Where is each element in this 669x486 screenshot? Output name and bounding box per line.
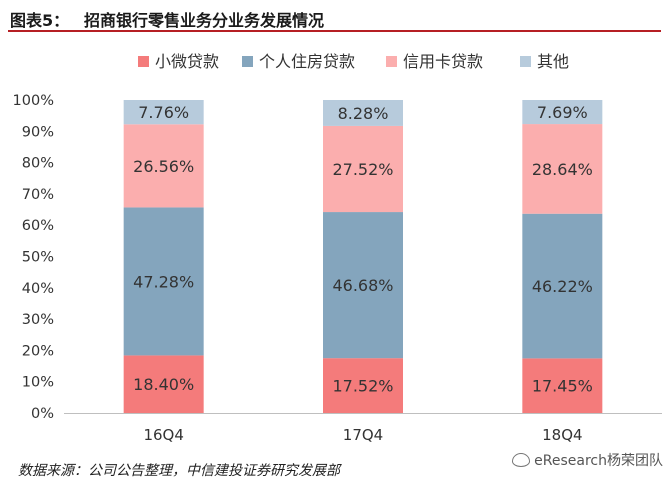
bar-18Q4-series-2 [522, 213, 603, 359]
bar-16Q4-series-1 [123, 355, 204, 413]
y-tick-label: 60% [22, 218, 54, 234]
bar-16Q4-series-3 [123, 124, 204, 208]
data-source-note: 数据来源：公司公告整理，中信建投证券研究发展部 [18, 463, 340, 479]
legend-label-1: 小微贷款 [155, 52, 219, 71]
x-tick-label: 18Q4 [542, 426, 582, 444]
figure-title: 招商银行零售业务分业务发展情况 [84, 11, 325, 30]
y-tick-label: 0% [31, 406, 54, 422]
bar-18Q4-series-4 [522, 100, 603, 125]
bar-17Q4-series-3 [323, 125, 403, 213]
legend-swatch-4 [520, 56, 531, 67]
data-label: 7.69% [537, 103, 588, 122]
y-tick-label: 10% [22, 375, 54, 391]
watermark: eResearch杨荣团队 [512, 450, 663, 470]
bar-17Q4-series-4 [323, 100, 403, 126]
data-label: 17.52% [332, 377, 393, 396]
y-tick-label: 90% [22, 124, 54, 140]
figure-title-bar: 图表5： 招商银行零售业务分业务发展情况 [8, 4, 661, 32]
legend-label-4: 其他 [537, 52, 569, 71]
data-label: 26.56% [133, 157, 194, 176]
y-tick-label: 30% [22, 312, 54, 328]
data-label: 46.22% [532, 277, 593, 296]
legend-swatch-2 [242, 56, 253, 67]
data-label: 17.45% [532, 377, 593, 396]
y-tick-label: 20% [22, 343, 54, 359]
bar-17Q4-series-1 [323, 358, 403, 413]
stacked-bar-chart: 小微贷款 个人住房贷款 信用卡贷款 其他 0% 10% 20% 30% 40% 50% 60% 70%… [13, 52, 662, 444]
bar-17Q4-series-2 [323, 212, 403, 359]
data-label: 47.28% [133, 272, 194, 291]
y-tick-label: 100% [13, 93, 54, 109]
watermark-text: eResearch杨荣团队 [534, 453, 663, 469]
legend-label-3: 信用卡贷款 [403, 52, 483, 71]
y-tick-label: 40% [22, 281, 54, 297]
bar-16Q4-series-4 [123, 100, 204, 125]
y-tick-label: 80% [22, 156, 54, 172]
data-label: 46.68% [332, 276, 393, 295]
bar-16Q4-series-2 [123, 207, 204, 356]
data-label: 8.28% [338, 104, 389, 123]
bar-18Q4-series-3 [522, 124, 603, 214]
data-label: 18.40% [133, 375, 194, 394]
x-tick-label: 16Q4 [143, 426, 183, 444]
x-tick-label: 17Q4 [343, 426, 383, 444]
legend-swatch-1 [138, 56, 149, 67]
wechat-icon [512, 453, 531, 467]
data-label: 28.64% [532, 160, 593, 179]
y-tick-label: 50% [22, 250, 54, 266]
legend-swatch-3 [386, 56, 397, 67]
legend-label-2: 个人住房贷款 [259, 52, 355, 71]
data-label: 27.52% [332, 160, 393, 179]
bar-18Q4-series-1 [522, 358, 603, 413]
figure-label: 图表5： [10, 11, 70, 30]
data-label: 7.76% [138, 103, 189, 122]
y-tick-label: 70% [22, 187, 54, 203]
